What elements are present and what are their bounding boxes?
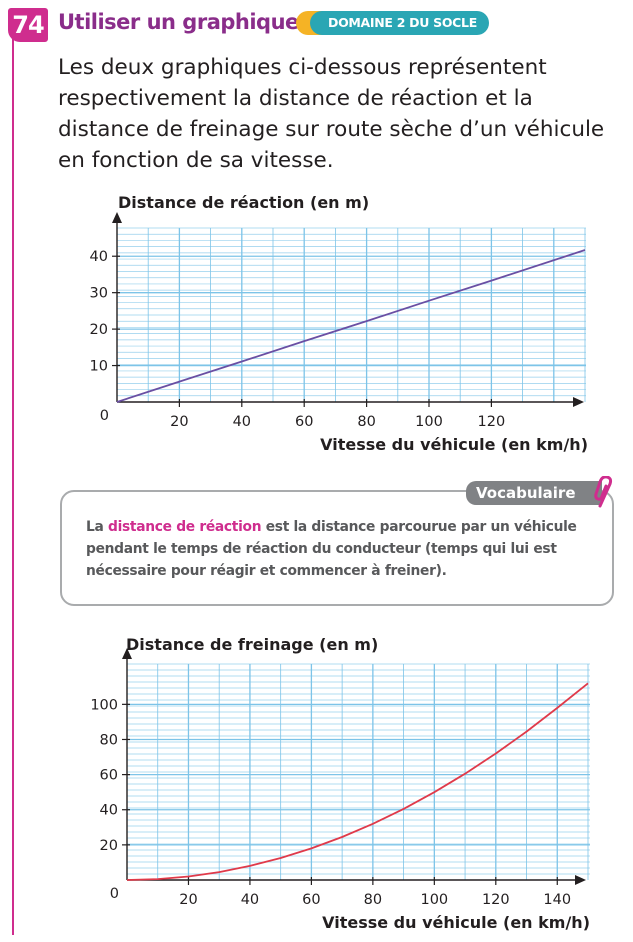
x-tick-label: 60 xyxy=(302,892,320,908)
chart-title: Distance de réaction (en m) xyxy=(118,193,369,212)
origin-label: 0 xyxy=(110,886,119,902)
x-tick-label: 100 xyxy=(415,414,443,430)
y-tick-label: 10 xyxy=(90,359,108,375)
vocabulary-definition: La distance de réaction est la distance … xyxy=(86,516,586,582)
vocabulary-definition-text: est la distance parcourue par un véhicul… xyxy=(86,519,577,579)
y-tick-label: 40 xyxy=(90,249,108,265)
series-line xyxy=(126,682,589,881)
braking-distance-chart: 20 40 60 80 100 20 40 60 80 100 120 140 0 Distance de… xyxy=(90,635,590,932)
x-axis-arrow-icon xyxy=(575,875,586,885)
x-tick-label: 120 xyxy=(478,414,506,430)
x-tick-label: 120 xyxy=(482,892,510,908)
paperclip-icon xyxy=(594,476,613,508)
y-axis-arrow-icon xyxy=(112,212,122,223)
margin-rule xyxy=(12,30,14,935)
x-axis-arrow-icon xyxy=(573,397,584,407)
y-tick-label: 40 xyxy=(100,803,118,819)
x-tick-label: 100 xyxy=(420,892,448,908)
y-tick-label: 60 xyxy=(100,768,118,784)
x-tick-label: 40 xyxy=(233,414,251,430)
y-tick-label: 80 xyxy=(100,732,118,748)
x-tick-label: 40 xyxy=(241,892,259,908)
vocabulary-tag: Vocabulaire xyxy=(466,481,602,505)
x-tick-label: 80 xyxy=(364,892,382,908)
exercise-title: Utiliser un graphique xyxy=(58,10,299,34)
x-tick-label: 60 xyxy=(295,414,313,430)
vocabulary-box xyxy=(60,490,614,606)
vocabulary-term: distance de réaction xyxy=(108,519,262,535)
x-tick-label: 80 xyxy=(357,414,375,430)
y-tick-label: 30 xyxy=(90,286,108,302)
y-tick-label: 20 xyxy=(100,838,118,854)
origin-label: 0 xyxy=(100,408,109,424)
vocabulary-prefix: La xyxy=(86,519,109,535)
exercise-intro: Les deux graphiques ci-dessous représent… xyxy=(58,55,605,173)
series-line xyxy=(116,249,586,403)
x-axis-label: Vitesse du véhicule (en km/h) xyxy=(320,435,588,454)
reaction-distance-chart: 10 20 30 40 20 40 60 80 100 120 0 Distance de réact… xyxy=(90,193,588,454)
domain-badge: DOMAINE 2 DU SOCLE xyxy=(310,11,489,35)
x-tick-label: 20 xyxy=(179,892,197,908)
y-axis-arrow-icon xyxy=(122,648,132,659)
y-tick-label: 100 xyxy=(90,697,118,713)
x-tick-label: 140 xyxy=(543,892,571,908)
x-tick-label: 20 xyxy=(170,414,188,430)
y-tick-label: 20 xyxy=(90,322,108,338)
chart-title: Distance de freinage (en m) xyxy=(126,635,378,654)
x-axis-label: Vitesse du véhicule (en km/h) xyxy=(322,913,590,932)
exercise-number: 74 xyxy=(8,8,48,42)
